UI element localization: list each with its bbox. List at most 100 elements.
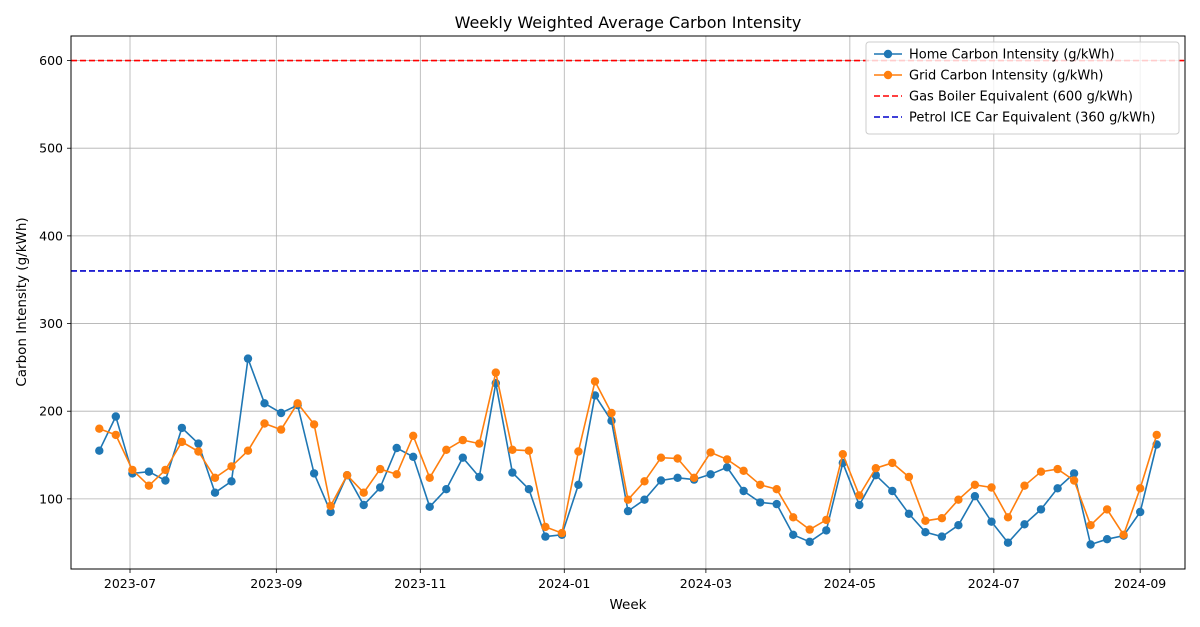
data-point: [855, 491, 864, 500]
data-point: [458, 453, 467, 462]
x-tick-label: 2023-11: [394, 576, 446, 591]
y-tick-label: 500: [39, 141, 63, 156]
x-tick-label: 2023-07: [104, 576, 156, 591]
data-point: [970, 492, 980, 501]
data-point: [937, 514, 947, 523]
data-point: [144, 481, 154, 490]
data-point: [276, 408, 286, 418]
data-point: [789, 530, 798, 539]
data-point: [111, 430, 121, 440]
data-point: [1102, 505, 1112, 514]
plot-frame: [70, 35, 1186, 570]
x-axis-label: Week: [610, 597, 647, 613]
data-point: [1069, 476, 1079, 485]
data-point: [111, 412, 121, 421]
data-point: [1136, 484, 1145, 493]
x-tick-label: 2024-03: [680, 576, 732, 591]
data-point: [673, 473, 682, 482]
data-point: [607, 408, 616, 418]
legend-entry-2: Gas Boiler Equivalent (600 g/kWh): [909, 90, 1133, 105]
legend-marker: [883, 49, 893, 59]
data-point: [1053, 484, 1062, 493]
data-point: [1053, 464, 1062, 474]
data-point: [161, 476, 170, 485]
legend: Home Carbon Intensity (g/kWh) Grid Carbon…: [865, 41, 1180, 135]
data-point: [1102, 535, 1112, 544]
y-axis-label: Carbon Intensity (g/kWh): [14, 217, 30, 386]
data-point: [293, 399, 302, 408]
data-point: [309, 469, 319, 478]
x-tick-label: 2024-05: [824, 576, 876, 591]
data-point: [1003, 513, 1013, 522]
data-point: [392, 443, 401, 453]
legend-marker: [883, 70, 893, 80]
data-point: [243, 446, 253, 455]
data-point: [739, 486, 748, 496]
data-point: [772, 499, 781, 509]
data-point: [706, 448, 715, 457]
data-point: [607, 416, 616, 425]
y-tick-label: 300: [39, 316, 63, 331]
data-point: [227, 462, 236, 471]
data-point: [689, 473, 699, 482]
data-point: [954, 495, 963, 504]
data-point: [475, 472, 484, 482]
data-point: [656, 476, 666, 485]
data-point: [987, 517, 996, 526]
data-point: [541, 522, 550, 532]
data-point: [1020, 520, 1029, 529]
x-tick-label: 2024-07: [968, 576, 1020, 591]
data-point: [722, 463, 732, 472]
data-point: [541, 532, 550, 541]
data-point: [161, 465, 170, 475]
data-point: [508, 468, 517, 477]
series-1: [95, 368, 1161, 539]
data-point: [210, 488, 220, 497]
data-point: [95, 446, 104, 455]
data-point: [888, 486, 897, 496]
data-point: [1136, 507, 1145, 517]
data-point: [1086, 540, 1095, 549]
x-axis-ticks: 2023-07 2023-09 2023-11 2024-01 2024-03 2024-…: [104, 569, 1166, 591]
series-layer: [95, 354, 1161, 549]
legend-entry-1: Grid Carbon Intensity (g/kWh): [909, 69, 1104, 84]
data-point: [276, 425, 286, 434]
data-point: [326, 501, 335, 511]
data-point: [442, 485, 451, 494]
data-point: [590, 377, 600, 386]
data-point: [342, 471, 352, 480]
data-point: [640, 477, 649, 486]
data-point: [756, 498, 765, 507]
data-point: [392, 470, 401, 479]
y-tick-label: 400: [39, 228, 63, 243]
x-tick-label: 2024-09: [1114, 576, 1166, 591]
data-point: [376, 483, 385, 492]
data-point: [524, 485, 534, 494]
data-point: [739, 466, 748, 475]
legend-entry-3: Petrol ICE Car Equivalent (360 g/kWh): [909, 111, 1155, 126]
data-point: [260, 419, 269, 428]
data-point: [409, 431, 418, 440]
data-point: [1086, 521, 1095, 530]
y-tick-label: 600: [39, 53, 63, 68]
y-axis-ticks: 100 200 300 400 500 600: [39, 53, 71, 506]
data-point: [95, 424, 104, 433]
data-point: [921, 516, 930, 525]
data-point: [574, 480, 583, 489]
data-point: [1036, 505, 1046, 514]
data-point: [442, 445, 451, 454]
data-point: [425, 502, 434, 511]
data-point: [904, 472, 914, 482]
data-point: [937, 532, 947, 541]
data-point: [491, 368, 500, 377]
data-point: [706, 470, 715, 479]
data-point: [1069, 469, 1079, 478]
data-point: [921, 528, 930, 537]
data-point: [227, 477, 236, 486]
data-point: [805, 525, 814, 534]
data-point: [954, 521, 963, 530]
data-point: [656, 453, 666, 462]
data-point: [458, 435, 467, 445]
data-point: [1036, 467, 1046, 476]
data-point: [822, 526, 831, 535]
